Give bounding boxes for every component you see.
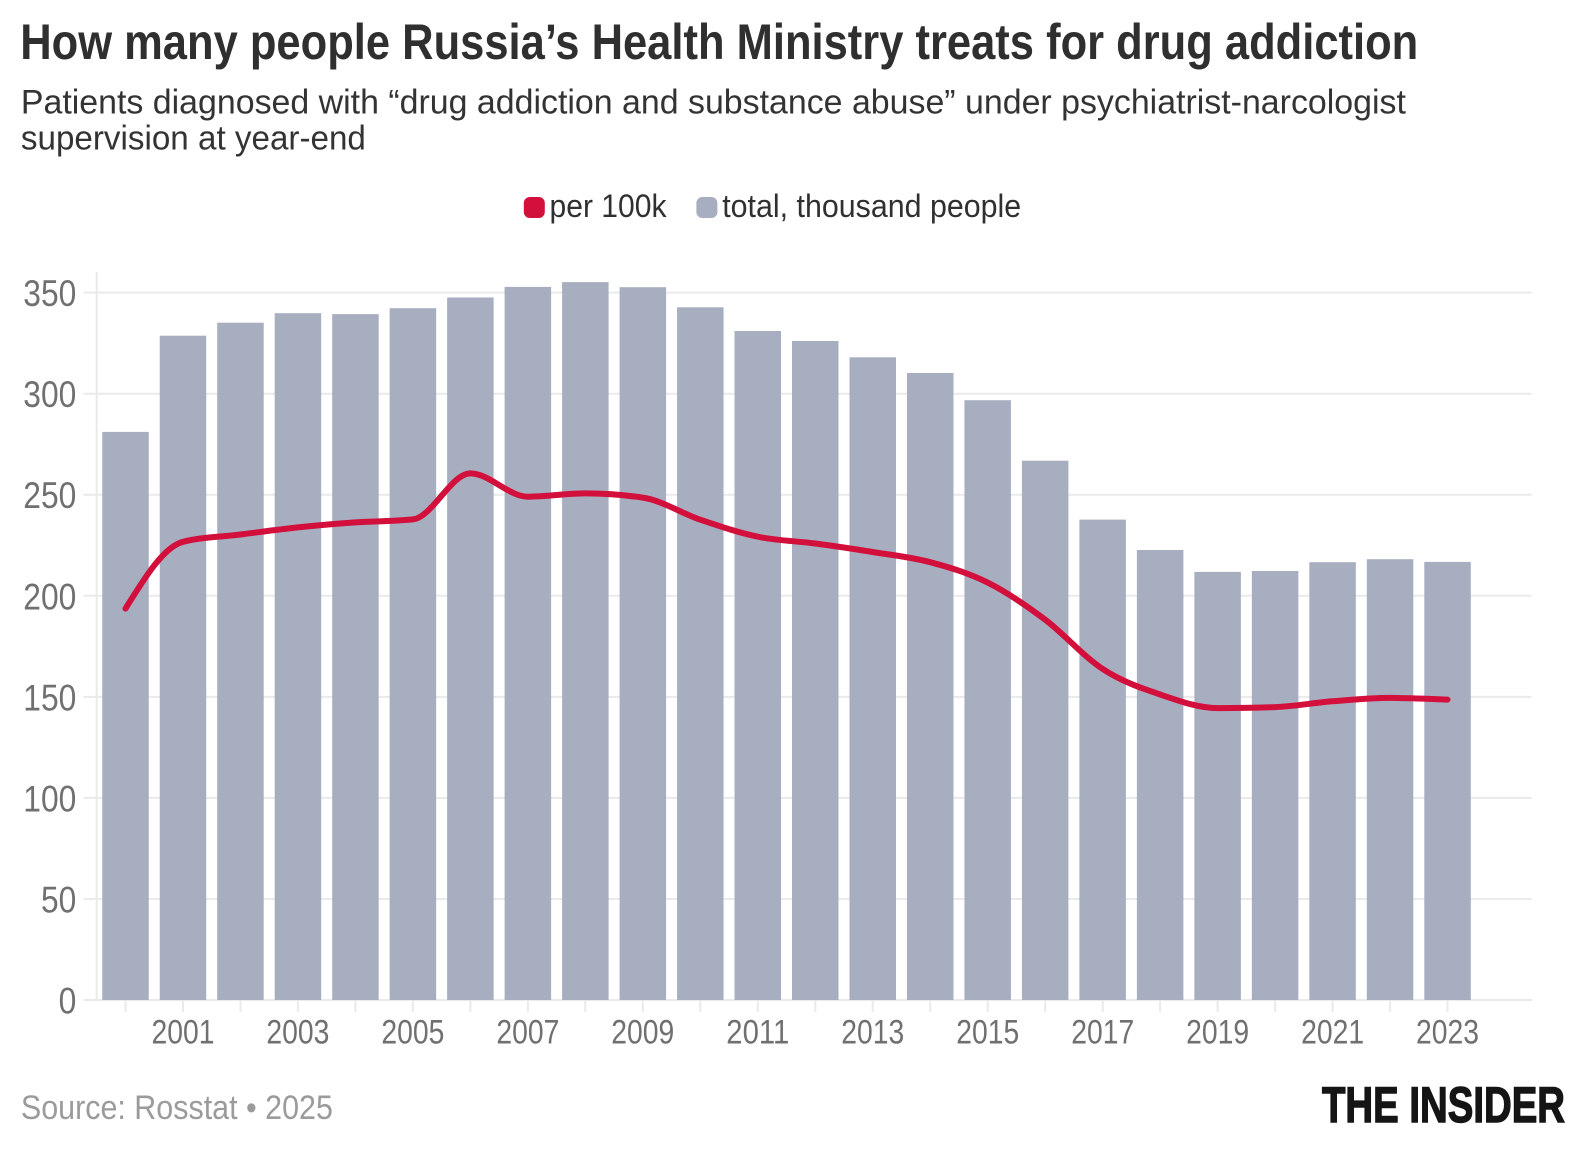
svg-text:2011: 2011 bbox=[726, 1014, 789, 1052]
svg-text:2017: 2017 bbox=[1071, 1014, 1134, 1052]
svg-text:2001: 2001 bbox=[152, 1014, 215, 1052]
svg-text:300: 300 bbox=[23, 373, 76, 415]
svg-text:2023: 2023 bbox=[1416, 1014, 1479, 1052]
svg-text:Source: Rosstat • 2025: Source: Rosstat • 2025 bbox=[21, 1089, 333, 1127]
svg-text:200: 200 bbox=[23, 575, 76, 617]
svg-text:2009: 2009 bbox=[611, 1014, 674, 1052]
svg-text:0: 0 bbox=[59, 980, 77, 1022]
svg-text:THE INSIDER: THE INSIDER bbox=[1322, 1077, 1565, 1133]
svg-text:2007: 2007 bbox=[496, 1014, 559, 1052]
svg-text:150: 150 bbox=[23, 676, 76, 718]
svg-text:2013: 2013 bbox=[841, 1014, 904, 1052]
svg-text:supervision at year-end: supervision at year-end bbox=[21, 119, 366, 157]
svg-text:2021: 2021 bbox=[1301, 1014, 1364, 1052]
svg-text:How many people Russia’s Healt: How many people Russia’s Health Ministry… bbox=[20, 14, 1418, 69]
svg-text:2005: 2005 bbox=[381, 1014, 444, 1052]
svg-text:Patients diagnosed with “drug: Patients diagnosed with “drug addiction … bbox=[21, 84, 1407, 122]
svg-text:per 100k: per 100k bbox=[550, 188, 668, 224]
svg-text:50: 50 bbox=[41, 879, 76, 921]
svg-text:2003: 2003 bbox=[266, 1014, 329, 1052]
svg-text:100: 100 bbox=[23, 777, 76, 819]
svg-text:total, thousand people: total, thousand people bbox=[722, 188, 1021, 224]
svg-text:350: 350 bbox=[23, 272, 76, 314]
svg-text:250: 250 bbox=[23, 474, 76, 516]
svg-text:2015: 2015 bbox=[956, 1014, 1019, 1052]
svg-text:2019: 2019 bbox=[1186, 1014, 1249, 1052]
